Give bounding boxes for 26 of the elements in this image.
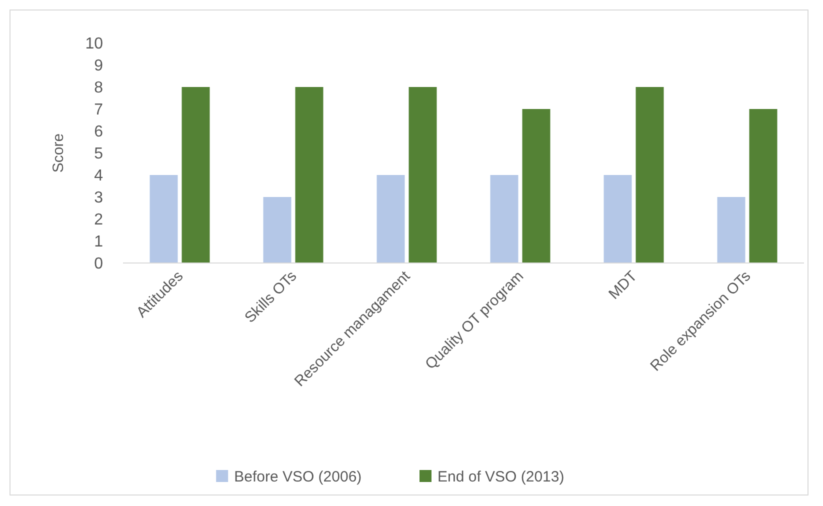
y-tick-label: 7 bbox=[94, 102, 104, 119]
y-axis-title: Score bbox=[50, 133, 67, 173]
legend-label: End of VSO (2013) bbox=[438, 468, 564, 486]
legend-label: Before VSO (2006) bbox=[234, 468, 362, 486]
y-tick-label: 4 bbox=[94, 168, 104, 185]
bar bbox=[604, 175, 632, 263]
bar bbox=[376, 175, 405, 263]
bar bbox=[749, 109, 778, 263]
y-tick-label: 5 bbox=[94, 146, 104, 163]
y-tick-label: 6 bbox=[94, 124, 104, 141]
bar bbox=[182, 87, 210, 263]
y-tick-label: 8 bbox=[94, 80, 104, 97]
y-tick-label: 1 bbox=[94, 234, 104, 251]
bar bbox=[522, 109, 550, 263]
bar bbox=[150, 175, 178, 263]
bar bbox=[295, 87, 324, 263]
y-tick-label: 2 bbox=[94, 212, 104, 229]
bar bbox=[490, 175, 518, 263]
y-tick-label: 3 bbox=[94, 190, 104, 207]
y-tick-label: 0 bbox=[94, 256, 104, 273]
bar bbox=[408, 87, 437, 263]
y-tick-label: 10 bbox=[85, 36, 104, 53]
bar bbox=[717, 197, 746, 263]
bar bbox=[263, 197, 292, 263]
y-tick-label: 9 bbox=[94, 58, 104, 75]
bar bbox=[636, 87, 664, 263]
